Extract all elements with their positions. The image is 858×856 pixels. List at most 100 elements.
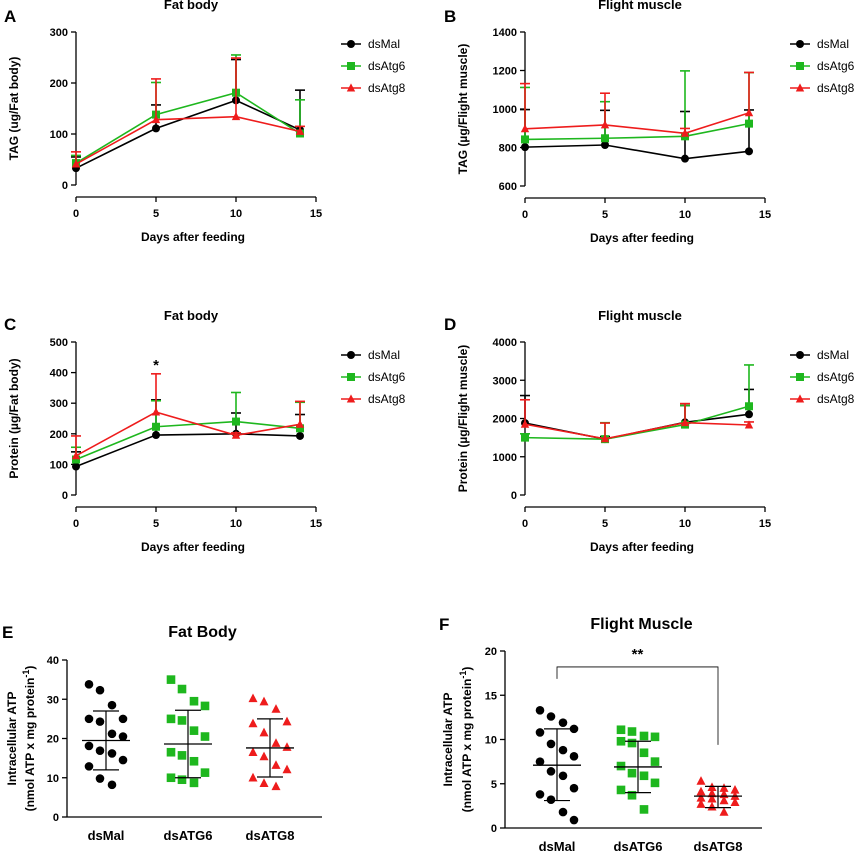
data-point [521,135,529,144]
data-point [95,746,105,755]
data-point [569,815,579,825]
data-point [118,755,128,765]
y-axis-label: TAG (µg/Flight muscle) [456,44,470,175]
x-tick-label: 0 [522,518,528,530]
data-point [248,718,258,728]
data-point [189,726,199,735]
y-tick-label: 10 [485,735,497,747]
x-axis-label: Days after feeding [590,231,694,245]
legend-marker [796,351,804,359]
series-dsatg8 [520,398,754,443]
data-point [650,757,660,766]
data-point [200,768,210,777]
data-point [177,751,187,760]
data-point [600,434,610,443]
data-point [719,795,729,805]
data-point [616,761,626,771]
series-line [524,112,750,135]
data-point [71,159,81,168]
y-tick-label: 20 [47,734,59,746]
data-point [152,431,160,440]
y-axis-label: Protein (µg/Fat body) [7,358,21,478]
x-tick-label: 15 [759,209,771,221]
data-point [189,756,199,766]
y-tick-label: 10 [47,773,59,785]
y-tick-label: 100 [50,459,68,471]
panel-d: D Flight muscle 0 1000 2000 3000 4000 0 5 10 15 Day… [444,308,855,554]
panel-title: Flight muscle [598,0,682,12]
y-tick-label: 400 [50,368,68,380]
data-point [569,783,579,793]
data-point [730,785,740,794]
group-dsmal [82,680,130,790]
data-point [639,748,649,758]
data-point [107,700,117,710]
group-dsatg8 [694,776,742,816]
data-point [152,124,160,133]
data-point [295,126,305,135]
data-point [152,422,160,431]
data-point [107,729,117,739]
data-point [200,732,210,741]
data-point [616,725,626,735]
panel-a: A Fat body 0 100 200 300 0 5 10 15 Days after feed… [4,0,406,244]
data-point [546,739,556,749]
data-point [271,781,281,791]
data-point [295,419,305,428]
series-line [524,421,750,440]
legend-label: dsMal [817,37,849,51]
data-point [107,780,117,790]
series-dsmal [520,388,754,444]
series-dsmal [520,108,754,163]
series-dsmal [71,58,305,173]
y-tick-label: 0 [491,823,497,835]
data-point [271,738,281,747]
data-point [166,773,176,783]
series-dsatg8 [71,57,305,168]
data-point [166,675,176,684]
data-point [719,807,729,816]
y-axis-label-end: ) [23,666,37,670]
category-label: dsATG6 [164,828,213,843]
data-point [72,455,80,464]
data-point [296,424,304,433]
y-tick-label: 200 [50,429,68,441]
category-label: dsMal [539,839,576,854]
panel-label: E [2,623,13,642]
data-point [650,732,660,742]
series-dsatg6 [71,391,305,464]
legend-marker [347,40,355,48]
data-point [745,402,753,411]
legend-marker [346,83,356,92]
legend-marker [347,373,355,381]
x-axis-label: Days after feeding [141,540,245,554]
panel-title: Flight muscle [598,308,682,323]
data-point [177,684,187,694]
data-point [95,685,105,695]
x-tick-label: 0 [73,208,79,220]
data-point [231,112,241,121]
legend-label: dsAtg6 [817,59,855,73]
panel-label: A [4,7,16,26]
data-point [707,788,717,798]
series-dsatg8 [520,71,754,137]
data-point [296,431,304,440]
data-point [696,786,706,796]
series-line [524,122,750,141]
data-point [248,747,258,756]
y-tick-label: 1000 [493,104,517,116]
data-point [189,696,199,706]
data-point [719,783,729,792]
y-tick-label: 2000 [493,414,517,426]
series-line [75,99,301,169]
panel-c: C Fat body 0 100 200 300 400 500 0 5 10 15 Days afte… [4,308,406,554]
y-tick-label: 1000 [493,452,517,464]
data-point [680,418,690,427]
legend-marker [795,83,805,92]
x-tick-label: 10 [679,518,691,530]
data-point [745,410,753,419]
y-axis-label-line2: (nmol ATP x mg protein-1) [21,666,37,812]
data-point [546,795,556,804]
y-axis-label-line1: Intracellular ATP [441,692,455,786]
